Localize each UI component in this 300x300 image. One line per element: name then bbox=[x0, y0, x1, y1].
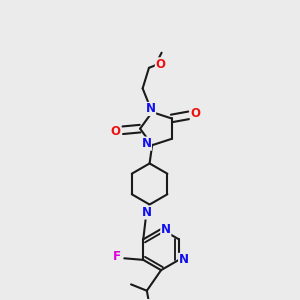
Text: N: N bbox=[141, 137, 152, 150]
Text: N: N bbox=[178, 254, 189, 266]
Text: N: N bbox=[161, 223, 171, 236]
Text: F: F bbox=[113, 250, 121, 263]
Text: O: O bbox=[190, 107, 200, 120]
Text: N: N bbox=[146, 103, 155, 116]
Text: O: O bbox=[111, 125, 121, 138]
Text: O: O bbox=[155, 58, 165, 71]
Text: N: N bbox=[141, 206, 152, 219]
